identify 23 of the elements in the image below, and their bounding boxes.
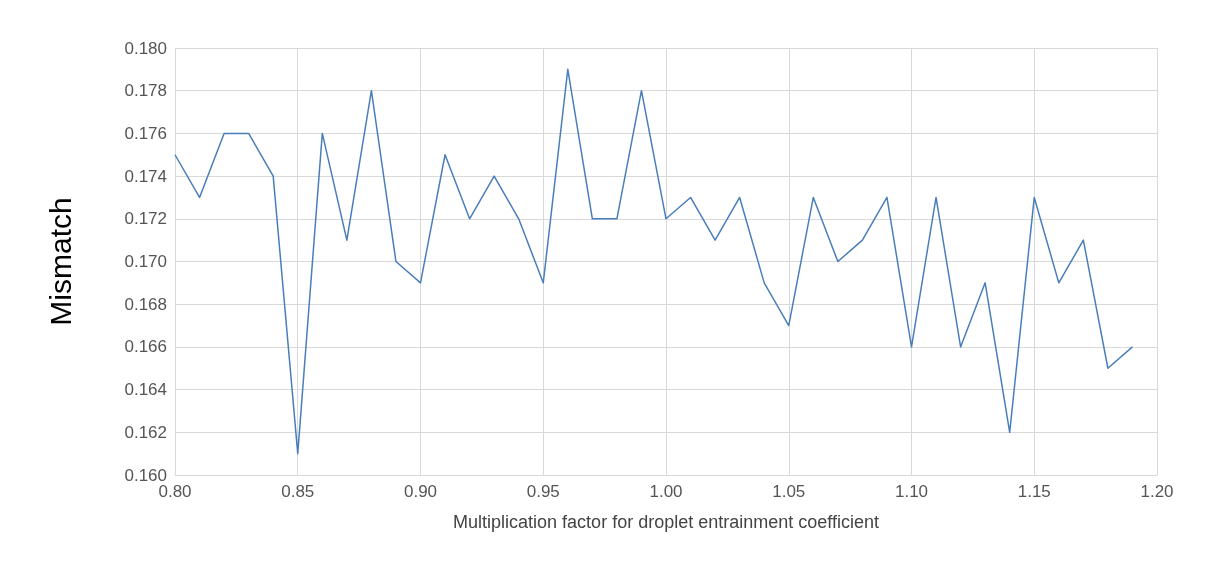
- x-tick-label: 1.15: [1017, 482, 1051, 501]
- y-tick-label: 0.176: [124, 123, 167, 143]
- y-tick-label: 0.164: [124, 380, 167, 400]
- x-tick-label: 1.00: [649, 482, 683, 501]
- x-tick-label: 1.05: [772, 482, 806, 501]
- y-tick-label: 0.180: [124, 38, 167, 58]
- x-tick-label: 0.85: [281, 482, 315, 501]
- x-tick-label: 1.10: [894, 482, 929, 501]
- line-series: [174, 68, 1134, 455]
- y-tick-label: 0.172: [124, 209, 167, 229]
- x-axis-title: Multiplication factor for droplet entrainment coefficient: [453, 512, 879, 532]
- y-tick-label: 0.160: [124, 465, 167, 485]
- x-tick-label: 0.90: [403, 482, 438, 501]
- x-tick-label: 0.80: [158, 482, 192, 501]
- x-tick-label: 0.95: [526, 482, 560, 501]
- y-tick-label: 0.168: [124, 294, 167, 314]
- y-tick-label: 0.166: [124, 337, 167, 357]
- y-axis-title: Mismatch: [43, 197, 77, 326]
- y-tick-label: 0.170: [124, 252, 167, 271]
- x-tick-label: 1.20: [1140, 482, 1174, 501]
- y-tick-label: 0.178: [124, 81, 167, 101]
- y-tick-label: 0.174: [124, 166, 167, 186]
- y-tick-label: 0.162: [124, 422, 167, 442]
